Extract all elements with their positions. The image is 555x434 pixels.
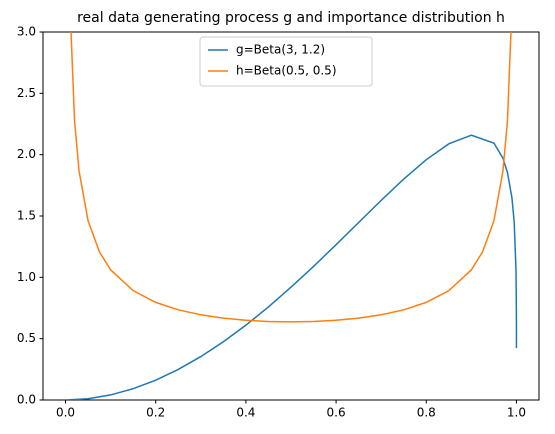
- line-series: [65, 134, 518, 400]
- line-series: [70, 32, 512, 323]
- x-tick-label: 0.0: [56, 406, 75, 420]
- legend-label: h=Beta(0.5, 0.5): [236, 64, 337, 78]
- y-tick-label: 2.5: [17, 86, 36, 100]
- axes-frame: [42, 31, 540, 401]
- x-tick-label: 0.4: [236, 406, 255, 420]
- x-tick-label: 0.8: [417, 406, 436, 420]
- legend-box: [199, 36, 373, 87]
- y-tick-label: 0.0: [17, 393, 36, 407]
- y-tick-label: 3.0: [17, 25, 36, 39]
- y-tick-label: 2.0: [17, 147, 36, 161]
- y-tick-label: 1.5: [17, 209, 36, 223]
- y-tick-label: 0.5: [17, 331, 36, 345]
- legend-label: g=Beta(3, 1.2): [236, 43, 325, 57]
- x-tick-label: 0.2: [146, 406, 165, 420]
- plot-area: [65, 32, 518, 400]
- y-tick-label: 1.0: [17, 270, 36, 284]
- x-tick-label: 0.6: [327, 406, 346, 420]
- x-tick-label: 1.0: [507, 406, 526, 420]
- chart-title: real data generating process g and impor…: [77, 10, 505, 26]
